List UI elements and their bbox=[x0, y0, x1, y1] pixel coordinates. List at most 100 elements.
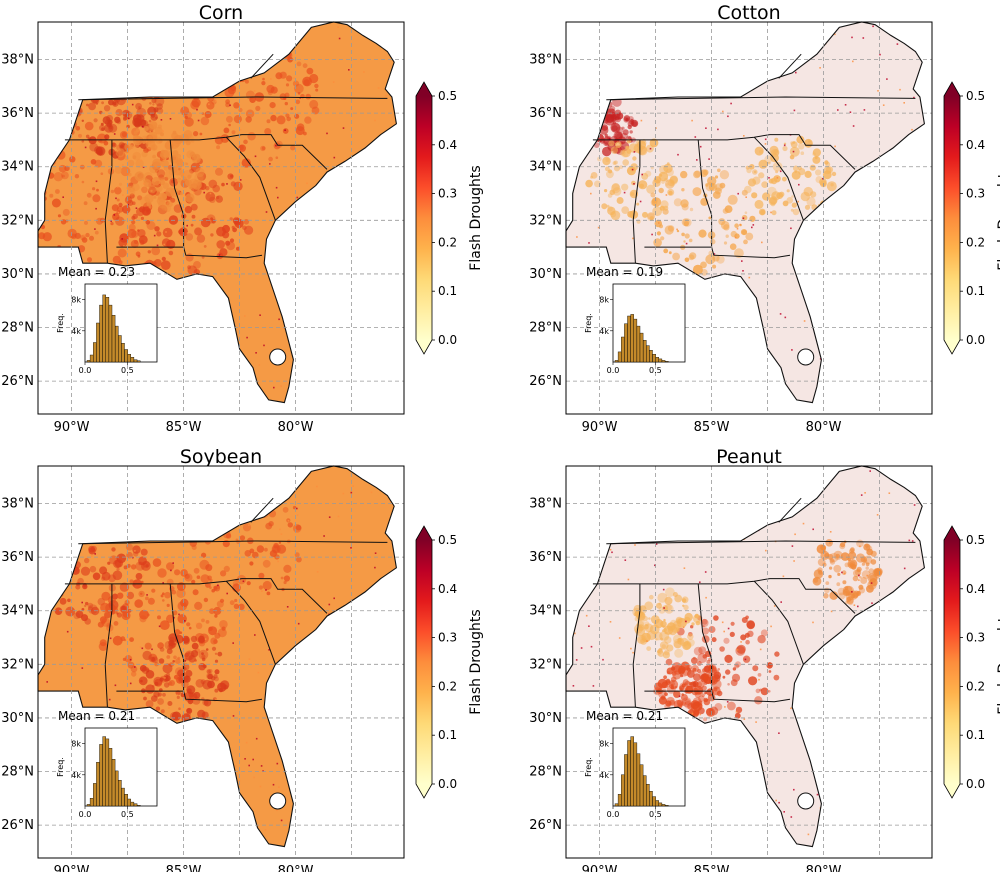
colorbar-tick-cotton-0: 0.0 bbox=[966, 333, 985, 347]
lat-label-peanut-1: 28°N bbox=[529, 765, 562, 780]
colorbar-tick-cotton-2: 0.2 bbox=[966, 235, 985, 249]
hist-bar-corn-0 bbox=[86, 360, 91, 363]
state-border-cotton-0 bbox=[606, 96, 916, 101]
colorbar-tick-corn-1: 0.1 bbox=[438, 284, 457, 298]
state-border-soybean-2 bbox=[104, 583, 113, 708]
panel-title-cotton: Cotton bbox=[717, 2, 780, 24]
colorbar-tick-corn-2: 0.2 bbox=[438, 235, 457, 249]
lon-label-peanut-0: 90°W bbox=[582, 864, 618, 872]
lat-label-soybean-0: 26°N bbox=[1, 818, 34, 833]
colorbar-tick-soybean-1: 0.1 bbox=[438, 728, 457, 742]
hist-bar-soybean-4 bbox=[99, 744, 103, 807]
panel-cotton: Cotton 26°N 28°N 30°N 32°N 34°N 36°N 38°N 90°W 85… bbox=[529, 2, 1000, 435]
hist-bar-peanut-3 bbox=[624, 754, 628, 807]
hist-bar-peanut-8 bbox=[639, 764, 644, 807]
lake-okeechobee-soybean bbox=[269, 792, 287, 810]
hist-bar-corn-2 bbox=[93, 342, 97, 363]
hist-bar-corn-5 bbox=[102, 294, 106, 363]
colorbar-tick-cotton-5: 0.5 bbox=[966, 89, 985, 103]
mean-label-peanut: Mean = 0.21 bbox=[586, 709, 663, 723]
lon-label-peanut-2: 80°W bbox=[806, 864, 842, 872]
lat-label-peanut-0: 26°N bbox=[529, 818, 562, 833]
hist-bar-cotton-3 bbox=[624, 323, 628, 363]
state-border-soybean-3 bbox=[169, 583, 185, 692]
lat-label-corn-0: 26°N bbox=[1, 374, 34, 389]
hist-bar-cotton-7 bbox=[636, 325, 641, 363]
colorbar-soybean: 0.0 0.1 0.2 0.3 0.4 0.5 Flash Droughts bbox=[415, 525, 484, 799]
hist-bar-cotton-1 bbox=[617, 351, 622, 363]
colorbar-tick-corn-0: 0.0 bbox=[438, 333, 457, 347]
hist-bar-cotton-2 bbox=[621, 336, 625, 363]
lat-label-corn-4: 34°N bbox=[1, 160, 34, 175]
colorbar-tick-peanut-4: 0.4 bbox=[966, 582, 985, 596]
hist-bar-soybean-9 bbox=[114, 770, 119, 807]
colorbar-tick-cotton-3: 0.3 bbox=[966, 187, 985, 201]
hist-bar-peanut-13 bbox=[655, 800, 659, 807]
hist-ylabel-peanut: Freq. bbox=[584, 757, 593, 777]
state-border-peanut-4 bbox=[644, 690, 791, 703]
hist-xtick-corn-1: 0.5 bbox=[121, 366, 134, 375]
hist-bar-cotton-12 bbox=[652, 354, 656, 363]
state-border-soybean-0 bbox=[78, 540, 388, 545]
panel-title-peanut: Peanut bbox=[716, 446, 782, 468]
hist-bar-corn-10 bbox=[118, 335, 122, 363]
lon-label-corn-2: 80°W bbox=[278, 420, 314, 435]
hist-bar-soybean-10 bbox=[118, 780, 122, 807]
state-border-peanut-2 bbox=[632, 583, 641, 708]
lat-label-corn-6: 38°N bbox=[1, 53, 34, 68]
hist-bar-peanut-15 bbox=[661, 804, 666, 807]
state-border-cotton-6 bbox=[778, 53, 802, 79]
lon-label-peanut-1: 85°W bbox=[694, 864, 730, 872]
colorbar-tick-peanut-3: 0.3 bbox=[966, 631, 985, 645]
colorbar-label-peanut: Flash Droughts bbox=[996, 609, 1000, 714]
hist-bar-corn-13 bbox=[127, 354, 131, 363]
state-border-cotton-2 bbox=[632, 139, 641, 264]
hist-bar-cotton-16 bbox=[664, 361, 669, 363]
hist-bar-corn-8 bbox=[111, 315, 116, 363]
lat-label-soybean-5: 36°N bbox=[1, 550, 34, 565]
hist-bar-soybean-0 bbox=[86, 804, 91, 807]
hist-ytick-corn-0: 4k bbox=[71, 327, 81, 336]
lon-label-cotton-2: 80°W bbox=[806, 420, 842, 435]
state-border-corn-4 bbox=[116, 246, 263, 259]
lon-label-soybean-1: 85°W bbox=[166, 864, 202, 872]
lat-label-soybean-3: 32°N bbox=[1, 657, 34, 672]
hist-bar-soybean-8 bbox=[111, 759, 116, 807]
state-border-soybean-4 bbox=[116, 690, 263, 703]
panel-title-soybean: Soybean bbox=[180, 446, 262, 468]
hist-bar-peanut-14 bbox=[658, 802, 663, 807]
colorbar-tick-cotton-1: 0.1 bbox=[966, 284, 985, 298]
lat-label-cotton-3: 32°N bbox=[529, 213, 562, 228]
colorbar-tick-soybean-2: 0.2 bbox=[438, 679, 457, 693]
hist-ytick-peanut-1: 8k bbox=[599, 740, 609, 749]
state-border-cotton-3 bbox=[697, 139, 713, 248]
state-border-corn-1 bbox=[64, 134, 328, 170]
hist-xtick-soybean-1: 0.5 bbox=[121, 810, 134, 819]
hist-xtick-corn-0: 0.0 bbox=[79, 366, 92, 375]
hist-bar-peanut-1 bbox=[617, 794, 622, 807]
colorbar-corn: 0.0 0.1 0.2 0.3 0.4 0.5 Flash Droughts bbox=[415, 81, 484, 355]
panel-corn: Corn 26°N 28°N 30°N 32°N 34°N 36°N 38°N 90°W 85°W… bbox=[1, 2, 484, 435]
hist-xtick-peanut-1: 0.5 bbox=[649, 810, 662, 819]
hist-ylabel-corn: Freq. bbox=[56, 313, 65, 333]
hist-ytick-soybean-0: 4k bbox=[71, 771, 81, 780]
lake-okeechobee-peanut bbox=[797, 792, 815, 810]
colorbar-tick-corn-5: 0.5 bbox=[438, 89, 457, 103]
state-border-peanut-6 bbox=[778, 497, 802, 523]
hist-xtick-cotton-1: 0.5 bbox=[649, 366, 662, 375]
hist-bar-corn-16 bbox=[136, 360, 141, 363]
colorbar-cotton: 0.0 0.1 0.2 0.3 0.4 0.5 Flash Droughts bbox=[943, 81, 1000, 355]
colorbar-tick-soybean-4: 0.4 bbox=[438, 582, 457, 596]
colorbar-tick-peanut-5: 0.5 bbox=[966, 533, 985, 547]
hist-bar-peanut-11 bbox=[649, 791, 653, 807]
histogram-soybean: 4k 8k 0.0 0.5 Freq. bbox=[56, 727, 158, 819]
colorbar-label-soybean: Flash Droughts bbox=[468, 609, 484, 714]
lat-label-cotton-5: 36°N bbox=[529, 106, 562, 121]
hist-bar-peanut-9 bbox=[642, 775, 647, 807]
state-border-soybean-1 bbox=[64, 578, 328, 614]
colorbar-peanut: 0.0 0.1 0.2 0.3 0.4 0.5 Flash Droughts bbox=[943, 525, 1000, 799]
hist-bar-cotton-5 bbox=[630, 314, 634, 363]
hist-bar-soybean-11 bbox=[121, 787, 125, 807]
colorbar-tick-soybean-5: 0.5 bbox=[438, 533, 457, 547]
